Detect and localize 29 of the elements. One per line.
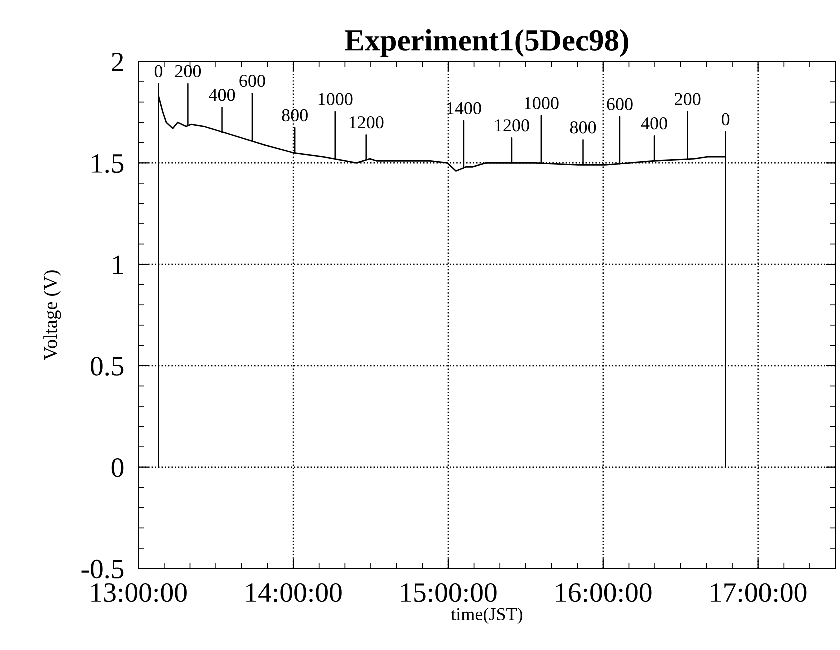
x-axis-title: time(JST) xyxy=(451,608,523,624)
annotation: 400 xyxy=(641,117,668,130)
x-tick-label: 14:00:00 xyxy=(246,583,342,602)
y-tick-label: 0.5 xyxy=(91,357,124,376)
x-tick-label: 15:00:00 xyxy=(402,583,497,602)
annotation: 0 xyxy=(154,65,163,78)
y-tick-label: 1.5 xyxy=(92,154,124,174)
annotation: 200 xyxy=(175,65,202,78)
y-tick-label: 0 xyxy=(112,458,124,478)
annotation: 1400 xyxy=(447,102,482,115)
annotation: 600 xyxy=(240,74,266,88)
x-tick-label: 13:00:00 xyxy=(92,583,187,602)
annotation: 400 xyxy=(209,89,236,102)
annotation: 1000 xyxy=(318,93,353,106)
chart-title: Experiment1(5Dec98) xyxy=(345,29,628,58)
y-tick-label: 1 xyxy=(113,256,124,274)
annotation: 1200 xyxy=(350,116,384,129)
annotation: 0 xyxy=(722,113,730,126)
annotation: 800 xyxy=(570,122,596,134)
annotation: 1200 xyxy=(496,120,530,132)
y-tick-label: -0.5 xyxy=(82,560,124,579)
y-axis-title: Voltage (V) xyxy=(44,270,62,360)
annotation: 200 xyxy=(675,93,701,106)
annotation: 800 xyxy=(282,109,308,122)
y-tick-label: 2 xyxy=(112,52,124,72)
annotation: 1000 xyxy=(524,97,559,110)
annotation: 600 xyxy=(607,98,633,110)
x-tick-label: 16:00:00 xyxy=(556,583,652,602)
x-tick-label: 17:00:00 xyxy=(711,583,807,602)
